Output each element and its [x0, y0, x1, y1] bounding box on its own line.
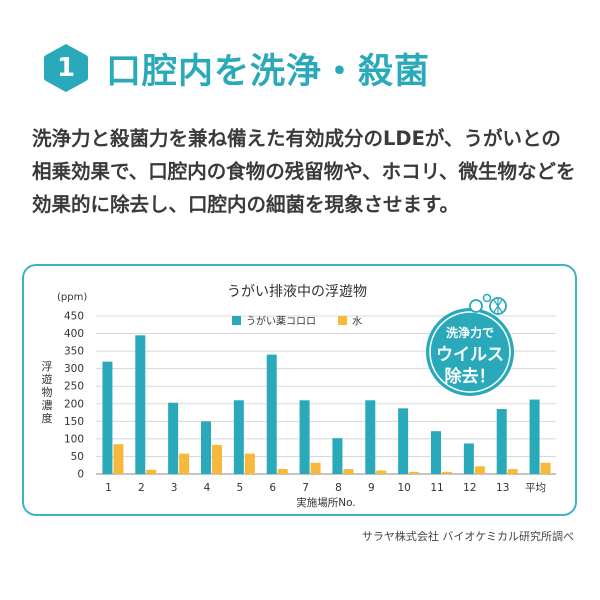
bar-series1 [496, 409, 507, 474]
x-tick-label: 4 [204, 482, 211, 494]
page-title: 口腔内を洗浄・殺菌 [106, 51, 431, 92]
legend-label: 水 [352, 316, 362, 328]
x-tick-label: 10 [397, 482, 410, 494]
bar-series1 [365, 400, 376, 474]
chart-title: うがい排液中の浮遊物 [227, 284, 367, 300]
y-tick-label: 300 [64, 363, 84, 375]
x-tick-label: 9 [368, 482, 375, 494]
y-axis-unit: (ppm) [57, 292, 87, 303]
legend-swatch [338, 316, 347, 325]
bar-series1 [398, 408, 409, 474]
bar-series2 [310, 462, 321, 474]
bubble-icon [469, 293, 507, 315]
bar-series2 [442, 471, 452, 474]
x-tick-label: 11 [430, 482, 443, 494]
bar-series1 [431, 431, 441, 474]
x-tick-label: 5 [237, 482, 244, 494]
y-tick-label: 50 [71, 451, 84, 463]
bar-series2 [113, 444, 124, 474]
y-tick-label: 250 [64, 381, 84, 393]
callout-badge: 洗浄力で ウイルス 除去！ [426, 293, 514, 396]
y-tick-label: 200 [64, 398, 84, 410]
section-header: 1 口腔内を洗浄・殺菌 [42, 40, 430, 96]
bar-series1 [332, 438, 343, 474]
bar-series2 [376, 470, 387, 474]
x-tick-label: 平均 [525, 482, 546, 494]
y-axis-label-char: 濃 [42, 398, 53, 412]
callout-line3: 除去！ [445, 366, 496, 387]
bar-series2 [409, 471, 420, 474]
y-tick-label: 400 [64, 328, 84, 340]
badge-number: 1 [56, 53, 76, 83]
x-tick-label: 12 [463, 482, 476, 494]
y-tick-label: 0 [77, 469, 84, 481]
callout-line2: ウイルス [436, 345, 504, 365]
bar-series2 [540, 462, 551, 474]
x-tick-label: 8 [335, 482, 342, 494]
number-badge: 1 [42, 42, 90, 94]
legend-label: うがい薬コロロ [246, 315, 316, 328]
x-tick-label: 3 [171, 482, 178, 494]
y-axis-label-char: 浮 [42, 360, 53, 373]
bar-series2 [474, 466, 485, 474]
x-tick-label: 1 [105, 482, 112, 494]
bar-series1 [266, 354, 277, 474]
y-tick-label: 150 [64, 416, 84, 428]
hexagon-badge-icon [44, 44, 88, 92]
x-tick-label: 2 [138, 482, 145, 494]
y-tick-label: 100 [64, 433, 84, 445]
y-axis-label-char: 遊 [42, 372, 53, 386]
bar-series2 [146, 469, 157, 474]
x-axis-label: 実施場所No. [296, 496, 355, 509]
callout-line1: 洗浄力で [446, 325, 494, 340]
bar-series2 [343, 469, 354, 474]
source-note: サラヤ株式会社 バイオケミカル研究所調べ [361, 530, 574, 543]
x-tick-label: 13 [496, 482, 509, 494]
bar-series1 [233, 400, 244, 474]
bar-series2 [507, 469, 518, 474]
bar-series1 [135, 335, 146, 474]
legend-swatch [232, 316, 241, 325]
bar-series1 [102, 361, 113, 474]
y-axis-label-char: 度 [42, 411, 53, 425]
bar-series1 [201, 421, 211, 474]
y-tick-label: 450 [64, 311, 84, 323]
description-line: 効果的に除去し、口腔内の細菌を現象させます。 [32, 193, 460, 216]
bar-series1 [463, 443, 474, 474]
bar-series1 [529, 399, 540, 474]
description: 洗浄力と殺菌力を兼ね備えた有効成分のLDEが、うがいとの 相乗効果で、口腔内の食… [32, 122, 582, 221]
bar-series2 [212, 444, 222, 474]
x-tick-label: 6 [269, 482, 276, 494]
legend: うがい薬コロロ 水 [232, 315, 362, 328]
bar-series2 [277, 469, 288, 474]
description-line: 洗浄力と殺菌力を兼ね備えた有効成分のLDEが、うがいとの [32, 127, 561, 150]
x-tick-label: 7 [302, 482, 309, 494]
chart-panel [22, 264, 577, 516]
y-axis-label-char: 物 [42, 385, 53, 399]
bar-series1 [168, 402, 179, 474]
description-line: 相乗効果で、口腔内の食物の残留物や、ホコリ、微生物などを [32, 160, 576, 183]
bar-series1 [299, 400, 310, 474]
bar-series2 [179, 453, 190, 474]
bar-series2 [244, 453, 255, 474]
y-tick-label: 350 [64, 346, 84, 358]
